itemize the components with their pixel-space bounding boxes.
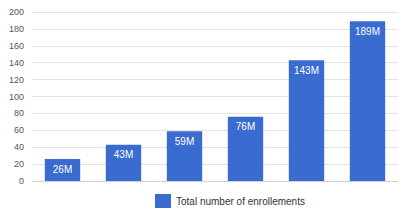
svg-text:26M: 26M bbox=[53, 164, 72, 175]
svg-text:160: 160 bbox=[9, 41, 24, 51]
svg-text:0: 0 bbox=[19, 176, 24, 186]
svg-text:200: 200 bbox=[9, 7, 24, 17]
svg-text:189M: 189M bbox=[355, 26, 380, 37]
svg-text:76M: 76M bbox=[236, 121, 255, 132]
svg-text:60: 60 bbox=[14, 125, 24, 135]
svg-text:20: 20 bbox=[14, 159, 24, 169]
svg-text:40: 40 bbox=[14, 142, 24, 152]
svg-text:140: 140 bbox=[9, 58, 24, 68]
svg-text:180: 180 bbox=[9, 24, 24, 34]
svg-text:43M: 43M bbox=[114, 149, 133, 160]
svg-text:100: 100 bbox=[9, 92, 24, 102]
svg-text:120: 120 bbox=[9, 75, 24, 85]
svg-text:143M: 143M bbox=[294, 65, 319, 76]
svg-text:80: 80 bbox=[14, 108, 24, 118]
svg-text:59M: 59M bbox=[175, 136, 194, 147]
svg-text:Total number of enrollements: Total number of enrollements bbox=[176, 196, 305, 207]
